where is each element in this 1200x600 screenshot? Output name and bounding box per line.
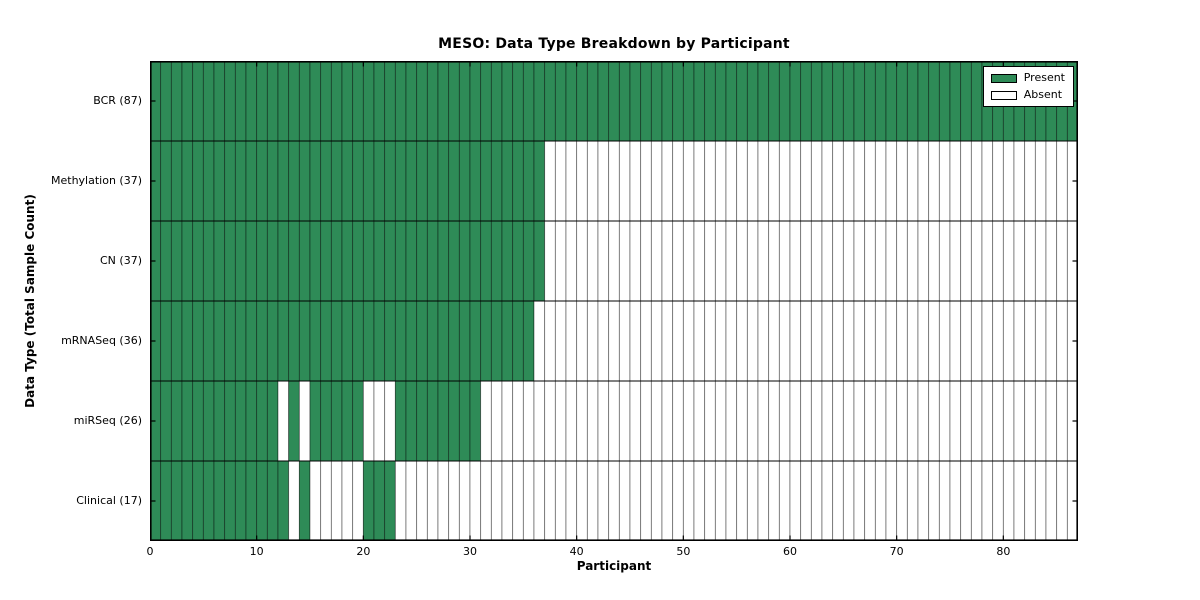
presence-grid xyxy=(150,61,1078,541)
x-axis-label: Participant xyxy=(576,559,652,573)
plot-area: Present Absent xyxy=(150,61,1078,541)
x-tick-label-0: 0 xyxy=(146,545,154,558)
y-tick-label-cn: CN (37) xyxy=(100,254,142,267)
x-tick-label-10: 10 xyxy=(249,545,264,558)
legend-label-absent: Absent xyxy=(1023,88,1063,101)
legend-entry-present: Present xyxy=(990,71,1065,84)
x-tick-label-30: 30 xyxy=(463,545,477,558)
legend-label-present: Present xyxy=(1023,71,1065,84)
x-tick-label-20: 20 xyxy=(356,545,371,558)
y-tick-label-methylation: Methylation (37) xyxy=(51,174,142,187)
x-tick-label-80: 80 xyxy=(996,545,1011,558)
x-tick-label-40: 40 xyxy=(569,545,584,558)
present-swatch xyxy=(990,73,1017,83)
x-tick-label-70: 70 xyxy=(889,545,904,558)
legend-entry-absent: Absent xyxy=(990,88,1065,101)
y-tick-label-mrnaseq: mRNASeq (36) xyxy=(61,334,142,347)
x-tick-label-50: 50 xyxy=(676,545,691,558)
absent-swatch xyxy=(990,90,1017,100)
y-tick-label-mirseq: miRSeq (26) xyxy=(73,414,142,427)
legend: Present Absent xyxy=(982,66,1074,107)
y-tick-label-bcr: BCR (87) xyxy=(93,94,142,107)
x-tick-label-60: 60 xyxy=(783,545,797,558)
y-tick-label-clinical: Clinical (17) xyxy=(76,494,142,507)
y-axis-label: Data Type (Total Sample Count) xyxy=(23,194,37,408)
chart-title: MESO: Data Type Breakdown by Participant xyxy=(438,36,790,52)
